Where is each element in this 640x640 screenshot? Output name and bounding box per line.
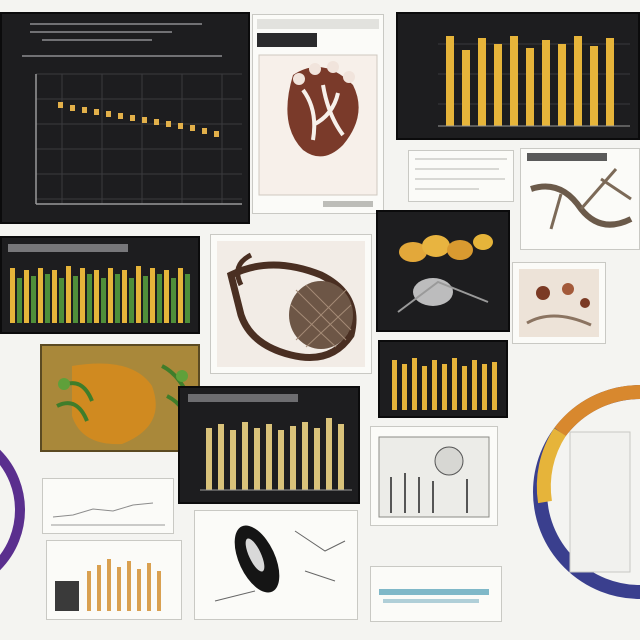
panel-ring-left: [0, 420, 30, 600]
panel-line-chart-light: [42, 478, 174, 534]
bar-chart-green: [8, 244, 190, 323]
panel-photo-leaves-dark: [376, 210, 510, 332]
panel-bar-chart-bottom: [46, 540, 182, 620]
panel-bar-chart-small: [378, 340, 508, 418]
panel-specimen-card: [512, 262, 606, 344]
panel-sketch-branches: [520, 148, 640, 250]
panel-line-chart-dark: [0, 12, 250, 224]
panel-illustration-branch: [252, 14, 384, 214]
technical-drawing: [378, 436, 490, 518]
ring-diagram: [533, 385, 640, 599]
panel-spec-sheet: [408, 150, 514, 202]
panel-bar-chart-tan: [178, 386, 360, 504]
caption-card-lines: [379, 589, 489, 603]
panel-photo-branch-net: [210, 234, 372, 374]
bar-chart-small: [392, 358, 497, 410]
spec-sheet-lines: [415, 158, 507, 190]
line-chart-light: [51, 502, 165, 526]
leaf-sketch: [214, 525, 346, 602]
panel-ring-diagram: [520, 352, 640, 640]
panel-bar-chart-green: [0, 236, 200, 334]
specimen-card: [519, 269, 599, 337]
panel-bar-chart-yellow: [396, 12, 640, 140]
bar-chart-yellow: [438, 36, 630, 127]
bar-chart-tan: [188, 394, 352, 491]
ring-left: [0, 449, 25, 571]
branch-illustration: [257, 19, 379, 207]
panel-illustration-plant: [40, 344, 200, 452]
panel-sketch-leaf: [194, 510, 358, 620]
panel-caption-card: [370, 566, 502, 622]
leaves-dark-photo: [397, 234, 493, 313]
plant-illustration: [56, 363, 194, 445]
sketch-branches: [527, 153, 633, 230]
line-chart-graphic: [22, 23, 242, 205]
panel-technical-drawing: [370, 426, 498, 526]
bar-chart-bottom: [55, 559, 161, 611]
branch-net-illustration: [217, 241, 365, 367]
